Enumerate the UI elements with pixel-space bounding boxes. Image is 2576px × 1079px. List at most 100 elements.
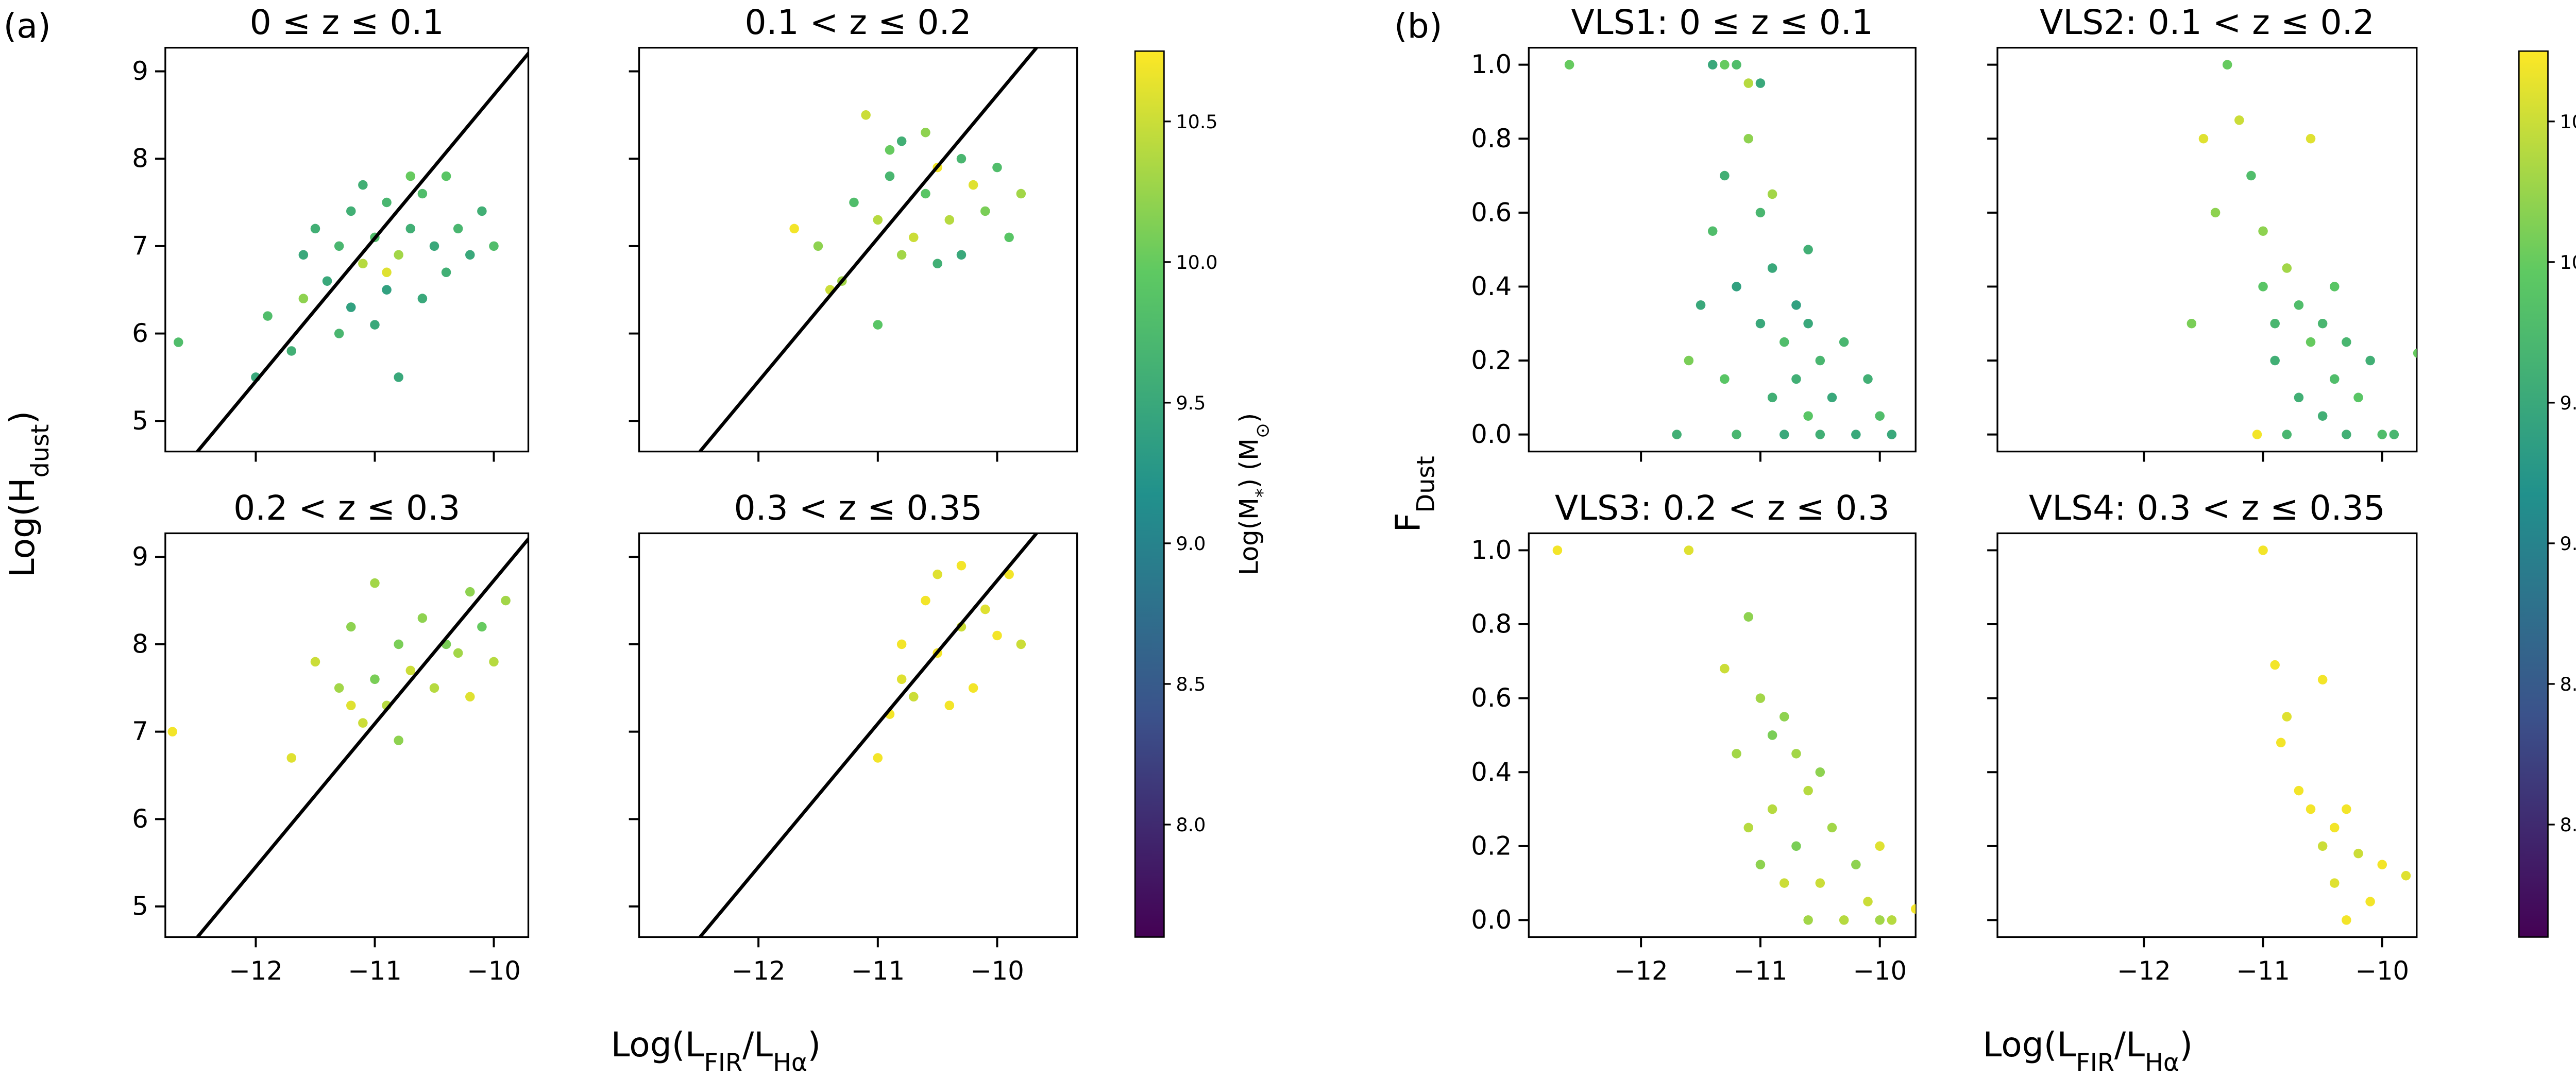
fit-line <box>699 47 1038 452</box>
point <box>2258 226 2268 236</box>
point <box>885 145 895 155</box>
point <box>2306 804 2316 814</box>
point <box>1720 170 1730 181</box>
point <box>1755 693 1766 703</box>
label-part: F <box>1388 512 1428 532</box>
point <box>1839 915 1849 925</box>
point <box>358 718 368 728</box>
point <box>2401 870 2411 881</box>
point <box>346 622 356 632</box>
axes-frame <box>164 46 530 453</box>
point <box>1755 208 1766 218</box>
point <box>1803 915 1813 925</box>
colorbar-tick-label: 9.0 <box>2560 533 2576 555</box>
point <box>896 136 907 146</box>
point <box>1743 133 1754 144</box>
point <box>1564 60 1574 70</box>
subscript: FIR <box>704 1048 742 1076</box>
point <box>1720 374 1730 384</box>
y-tick-label: 0.4 <box>1471 271 1512 301</box>
subscript: Dust <box>1412 456 1440 512</box>
point <box>896 639 907 649</box>
point <box>1803 245 1813 254</box>
y-tick-label: 0.8 <box>1471 124 1512 153</box>
point <box>334 241 344 251</box>
point <box>1004 569 1014 579</box>
point <box>453 648 463 658</box>
point <box>849 197 859 208</box>
y-tick-label: 9 <box>132 56 148 86</box>
point <box>334 329 344 338</box>
point <box>2198 133 2209 144</box>
y-tick-label: 5 <box>132 406 148 436</box>
point <box>346 700 356 710</box>
fit-line <box>699 533 1038 937</box>
point <box>1767 392 1777 403</box>
fit-line <box>196 536 529 937</box>
point <box>2270 355 2280 366</box>
panel-title: VLS2: 0.1 < z ≤ 0.2 <box>2040 3 2375 42</box>
point <box>1743 78 1754 88</box>
point <box>1875 841 1885 851</box>
point <box>2270 660 2280 670</box>
point <box>1910 904 1916 914</box>
point <box>1815 878 1825 888</box>
point <box>489 657 499 667</box>
plot-area <box>1564 60 1897 439</box>
colorbar-tick-label: 9.0 <box>1176 533 1206 555</box>
point <box>2353 392 2363 403</box>
point <box>477 622 487 632</box>
point <box>968 683 978 693</box>
x-tick-label: −12 <box>2117 956 2171 986</box>
point <box>1803 318 1813 329</box>
point <box>2365 355 2375 366</box>
label-part: Log(H <box>3 477 42 577</box>
point <box>2306 133 2316 144</box>
point <box>992 630 1002 641</box>
point <box>2282 712 2292 722</box>
y-tick-label: 6 <box>132 804 148 834</box>
point <box>1815 355 1825 366</box>
point <box>2342 804 2351 814</box>
point <box>370 674 380 684</box>
label-part: Log(L <box>1983 1025 2076 1065</box>
point <box>861 110 871 120</box>
point <box>453 224 463 234</box>
point <box>441 171 451 181</box>
point <box>921 595 930 606</box>
point <box>2317 841 2328 851</box>
panel-title: VLS1: 0 ≤ z ≤ 0.1 <box>1571 3 1874 42</box>
point <box>477 206 487 216</box>
y-axis-label: Log(Hdust) <box>3 411 55 577</box>
point <box>944 215 955 225</box>
y-axis-label: FDust <box>1388 456 1440 532</box>
point <box>1767 189 1777 199</box>
plot-area <box>2258 545 2411 925</box>
label-part: ) <box>807 1025 821 1065</box>
point <box>322 276 332 286</box>
y-tick-label: 1.0 <box>1471 535 1512 565</box>
point <box>921 189 930 199</box>
point <box>2187 318 2197 329</box>
point <box>968 180 978 190</box>
y-tick-label: 0.0 <box>1471 419 1512 449</box>
point <box>1732 430 1741 439</box>
label-part: Log(M <box>1234 498 1264 575</box>
point <box>2276 738 2286 748</box>
point <box>2342 430 2351 439</box>
point <box>1720 60 1730 70</box>
axes-frame <box>1996 532 2418 938</box>
point <box>1696 300 1706 310</box>
x-tick-label: −12 <box>732 956 786 986</box>
point <box>405 171 416 181</box>
point <box>405 665 416 676</box>
colorbar <box>2518 50 2549 938</box>
point <box>2365 897 2375 906</box>
point <box>896 250 907 260</box>
y-tick-label: 7 <box>132 716 148 746</box>
y-tick-label: 0.6 <box>1471 197 1512 227</box>
axes-frame <box>1528 46 1917 453</box>
panel-label: (a) <box>4 6 51 46</box>
colorbar-tick-label: 10.5 <box>2560 111 2576 133</box>
